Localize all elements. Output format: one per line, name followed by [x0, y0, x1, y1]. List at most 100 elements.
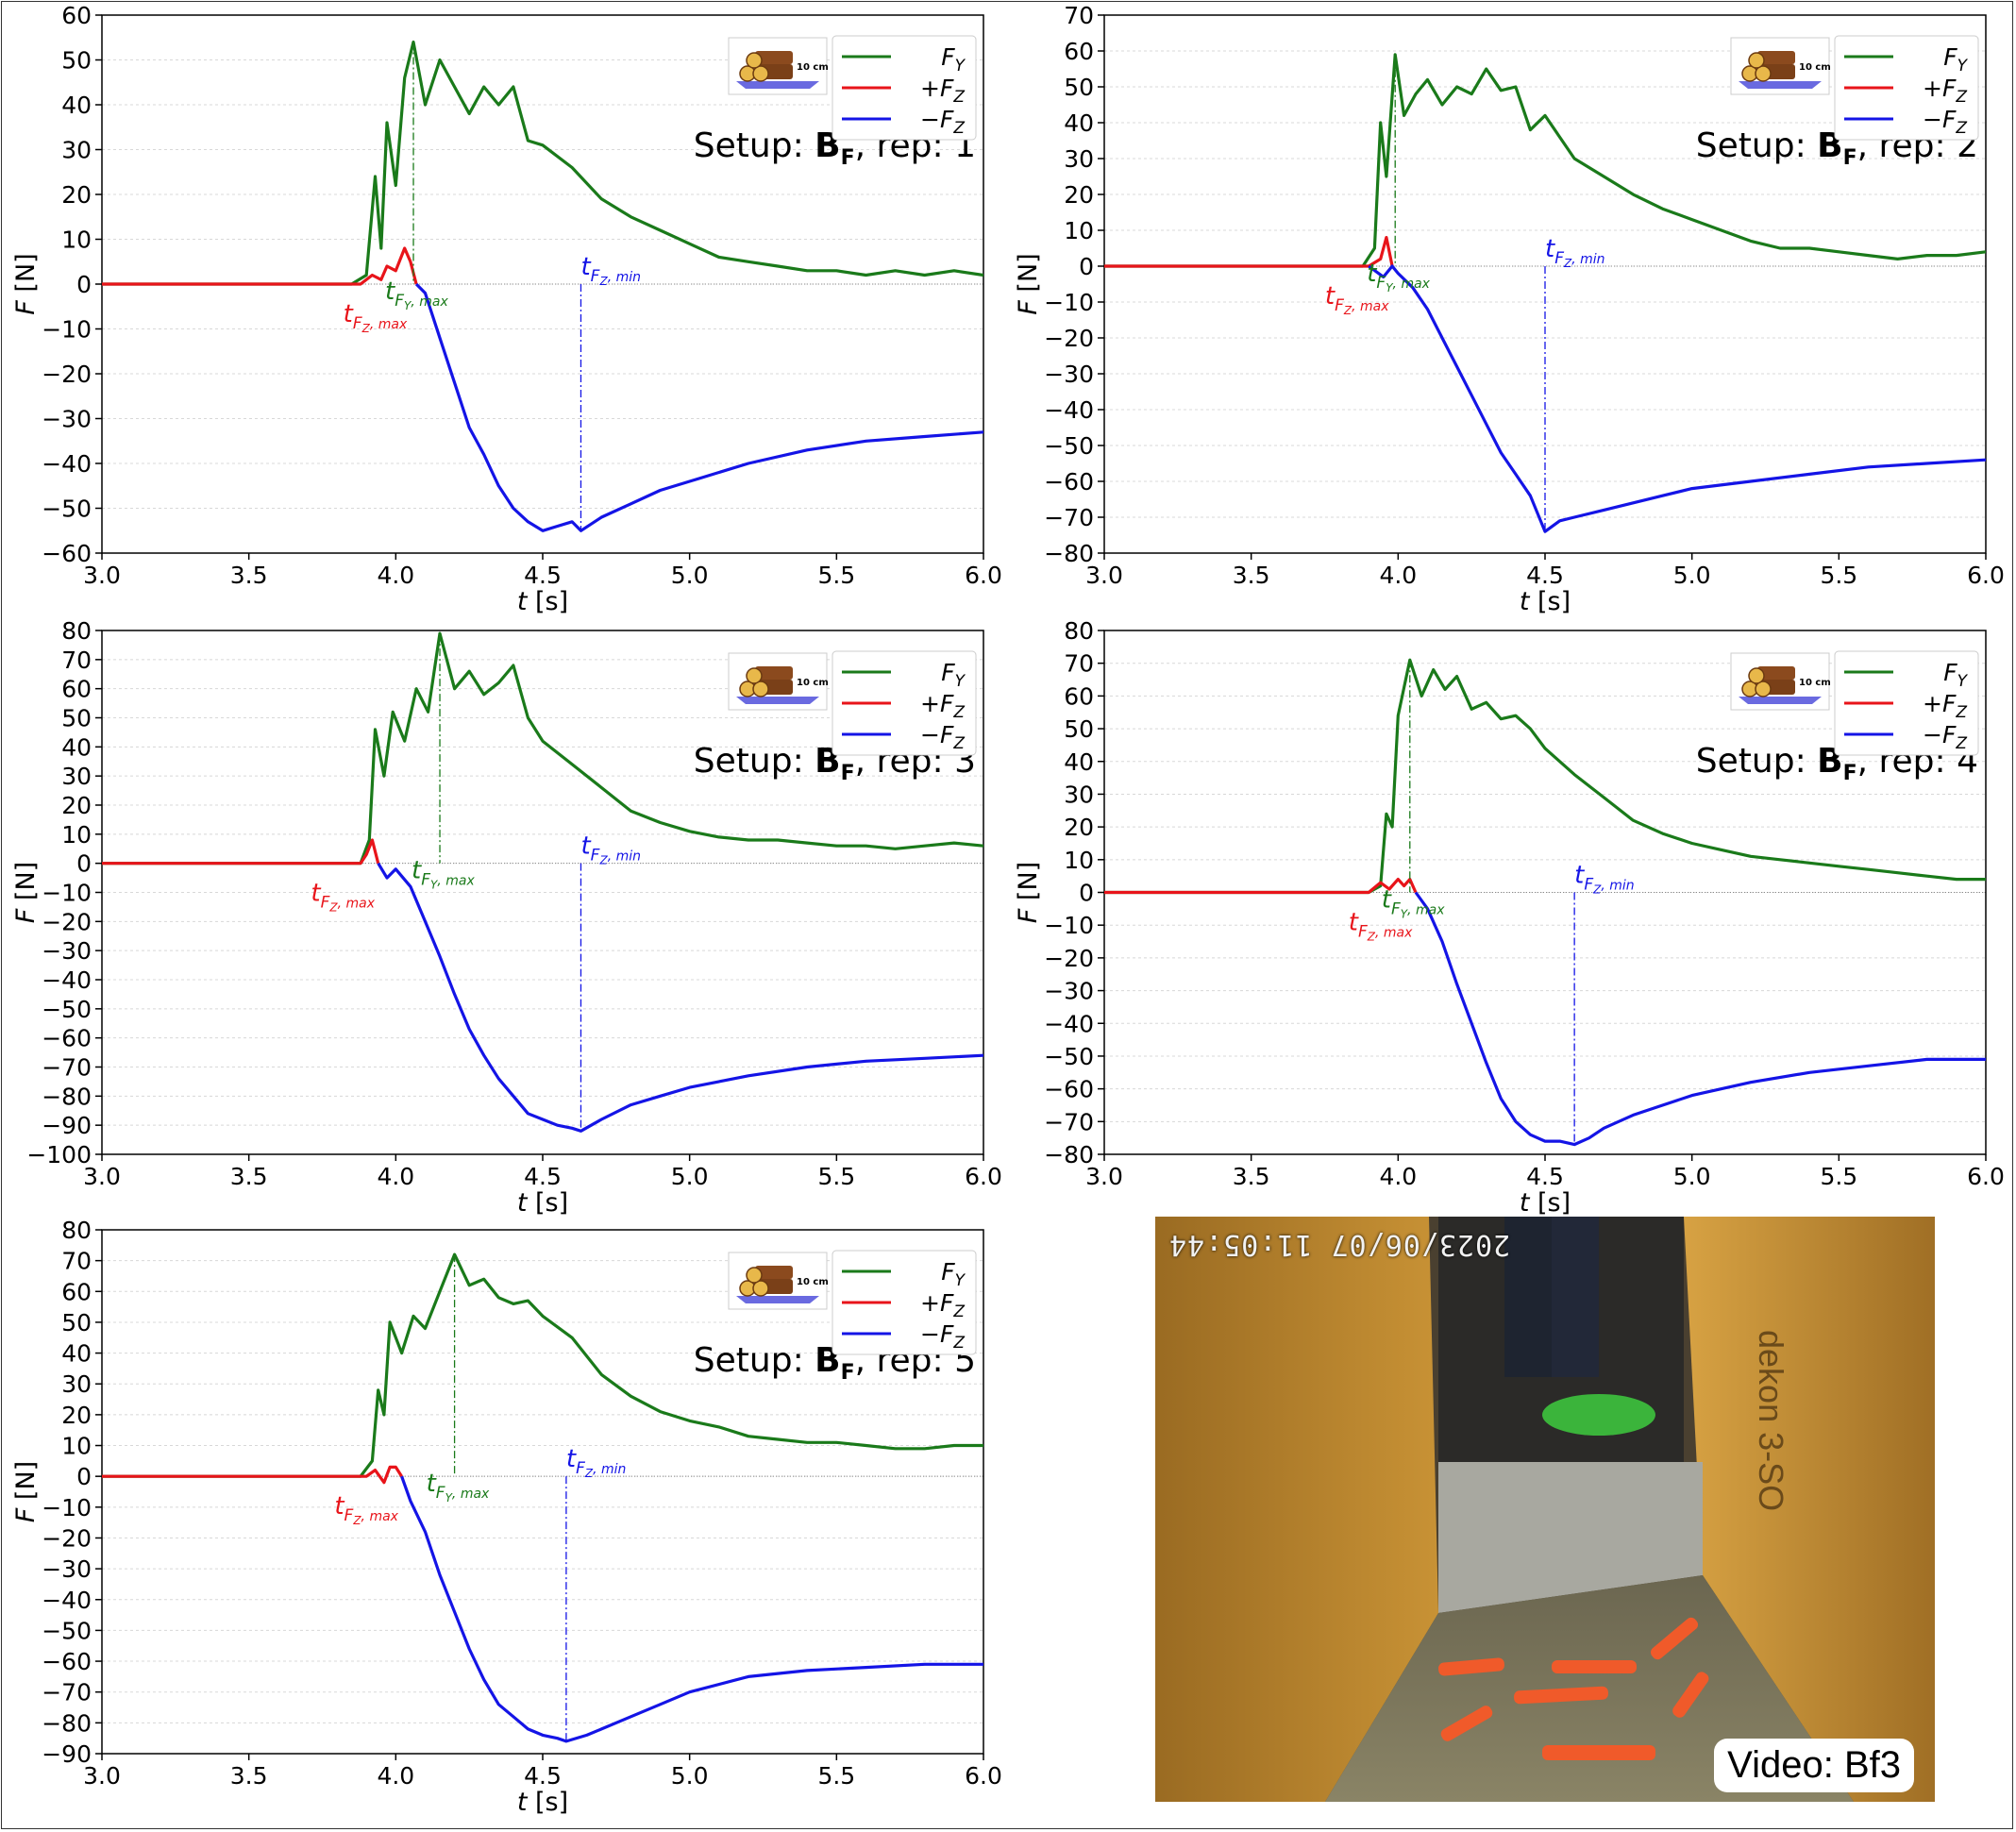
x-axis-label-symbol: t — [517, 1188, 529, 1218]
fz-min-annotation-sub: F — [591, 267, 600, 286]
y-tick-label: −30 — [42, 937, 92, 965]
x-tick-label: 6.0 — [965, 1163, 1002, 1190]
legend-plus-fz-label: +FZ — [920, 690, 965, 722]
wood-pile-icon-tray — [736, 697, 819, 704]
legend-plus-fz-symbol: F — [940, 1289, 954, 1317]
x-axis-label: t [s] — [517, 1188, 568, 1218]
fy-series-line — [102, 1252, 983, 1478]
legend-fy-label: FY — [941, 659, 966, 691]
x-tick-label: 4.0 — [377, 1762, 414, 1790]
x-tick-label: 4.5 — [524, 1163, 562, 1190]
y-tick-label: 0 — [76, 850, 92, 878]
fy-max-annotation: tFY, max — [1367, 260, 1430, 294]
fz-min-annotation-sub: F — [1554, 249, 1564, 268]
legend-minus-fz-subscript: Z — [952, 734, 965, 753]
y-tick-label: 50 — [61, 705, 92, 732]
legend-plus-fz-subscript: Z — [1955, 703, 1967, 722]
x-tick-label: 4.0 — [1379, 1163, 1417, 1190]
y-axis-label: F [N] — [11, 1461, 41, 1522]
fy-series-line — [1104, 658, 1986, 895]
minus-fz-series-line — [377, 862, 983, 1133]
y-tick-label: −70 — [42, 1679, 92, 1706]
legend-plus-fz-subscript: Z — [952, 703, 965, 722]
fz-max-annotation-subsub: Z — [1367, 931, 1376, 944]
wood-pile-icon-log — [755, 666, 793, 680]
x-axis-label-unit: [s] — [527, 1788, 568, 1817]
legend-box — [832, 35, 977, 141]
y-tick-label: −10 — [42, 316, 92, 344]
x-tick-label: 4.5 — [524, 1762, 562, 1790]
fz-max-annotation-sub: F — [1358, 923, 1368, 942]
y-tick-label: 50 — [1064, 715, 1094, 743]
fy-max-annotation-base: t — [427, 1470, 437, 1498]
wood-pile-icon-log-end — [746, 667, 763, 684]
plus-fz-series-line — [102, 246, 418, 286]
fz-min-annotation-base: t — [580, 832, 591, 861]
y-tick-label: 40 — [61, 92, 92, 119]
fz-max-annotation-subtail: , max — [361, 1509, 399, 1524]
legend-plus-fz-sign: + — [920, 1289, 940, 1317]
fy-max-annotation: tFY, max — [385, 277, 448, 312]
legend-plus-fz-symbol: F — [940, 75, 954, 102]
x-tick-label: 5.5 — [817, 1163, 855, 1190]
chart-panel-3: −100−90−80−70−60−50−40−30−20−10010203040… — [11, 617, 1002, 1218]
fz-max-annotation-base: t — [334, 1492, 344, 1521]
wood-pile-icon-scale-label: 10 cm — [1799, 678, 1831, 688]
y-axis-label-symbol: F — [11, 1507, 41, 1522]
y-tick-label: 70 — [1064, 2, 1094, 29]
legend-minus-fz-symbol: F — [940, 721, 954, 748]
legend-minus-fz-sign: − — [920, 106, 940, 133]
legend-minus-fz-subscript: Z — [952, 1334, 965, 1353]
y-tick-label: −10 — [1044, 289, 1094, 316]
x-tick-label: 3.5 — [230, 1762, 268, 1790]
fz-max-annotation: tFZ, max — [344, 300, 408, 335]
legend-minus-fz-label: −FZ — [920, 721, 965, 753]
x-tick-label: 6.0 — [1967, 1163, 2005, 1190]
x-axis-label-unit: [s] — [527, 587, 568, 616]
y-tick-label: −20 — [1044, 945, 1094, 972]
y-tick-label: 80 — [61, 1217, 92, 1244]
fy-max-annotation-subtail: , max — [1393, 277, 1431, 292]
minus-fz-series-line — [1414, 891, 1986, 1147]
fy-max-annotation-subtail: , max — [452, 1487, 490, 1502]
x-tick-label: 5.5 — [817, 562, 855, 589]
legend-fy-subscript: Y — [1957, 672, 1969, 691]
x-axis-label: t [s] — [1520, 1188, 1571, 1218]
wood-pile-icon-scale-label: 10 cm — [797, 1277, 829, 1287]
y-tick-label: −60 — [1044, 468, 1094, 496]
fz-min-annotation-subtail: , min — [608, 849, 641, 865]
y-tick-label: 10 — [61, 227, 92, 254]
wood-pile-icon: 10 cm — [728, 652, 829, 711]
legend-plus-fz-label: +FZ — [920, 75, 965, 107]
fz-min-annotation: tFZ, min — [566, 1445, 627, 1480]
fz-min-annotation-base: t — [566, 1445, 577, 1473]
wood-pile-icon: 10 cm — [1730, 37, 1831, 95]
x-tick-label: 3.5 — [230, 562, 268, 589]
y-tick-label: −50 — [42, 496, 92, 523]
fz-min-annotation: tFZ, min — [580, 253, 641, 288]
x-axis-label-unit: [s] — [527, 1188, 568, 1218]
fz-min-annotation-base: t — [1574, 862, 1585, 890]
legend-minus-fz-label: −FZ — [1923, 106, 1967, 138]
x-axis-label: t [s] — [517, 1788, 568, 1817]
fy-max-annotation-sub: F — [395, 292, 404, 311]
fy-max-annotation-base: t — [412, 857, 422, 885]
wood-pile-icon-log — [1757, 51, 1795, 64]
fz-max-annotation: tFZ, max — [1349, 909, 1413, 944]
y-tick-label: 20 — [1064, 814, 1094, 841]
x-axis-label: t [s] — [517, 587, 568, 616]
y-tick-label: −40 — [1044, 1010, 1094, 1037]
wood-pile-icon-log-end — [752, 681, 769, 698]
x-axis-label: t [s] — [1520, 587, 1571, 616]
wood-pile-icon-log-end — [1748, 52, 1765, 69]
wood-pile-icon-log-end — [752, 65, 769, 82]
plus-fz-series-line — [102, 838, 380, 866]
y-axis-label: F [N] — [11, 253, 41, 314]
wood-pile-icon-log — [755, 51, 793, 64]
x-tick-label: 5.0 — [1673, 1163, 1711, 1190]
x-axis-label-symbol: t — [517, 587, 529, 616]
wood-pile-icon: 10 cm — [728, 37, 829, 95]
y-tick-label: 70 — [61, 647, 92, 674]
y-tick-label: 20 — [1064, 181, 1094, 209]
y-tick-label: −90 — [42, 1740, 92, 1768]
